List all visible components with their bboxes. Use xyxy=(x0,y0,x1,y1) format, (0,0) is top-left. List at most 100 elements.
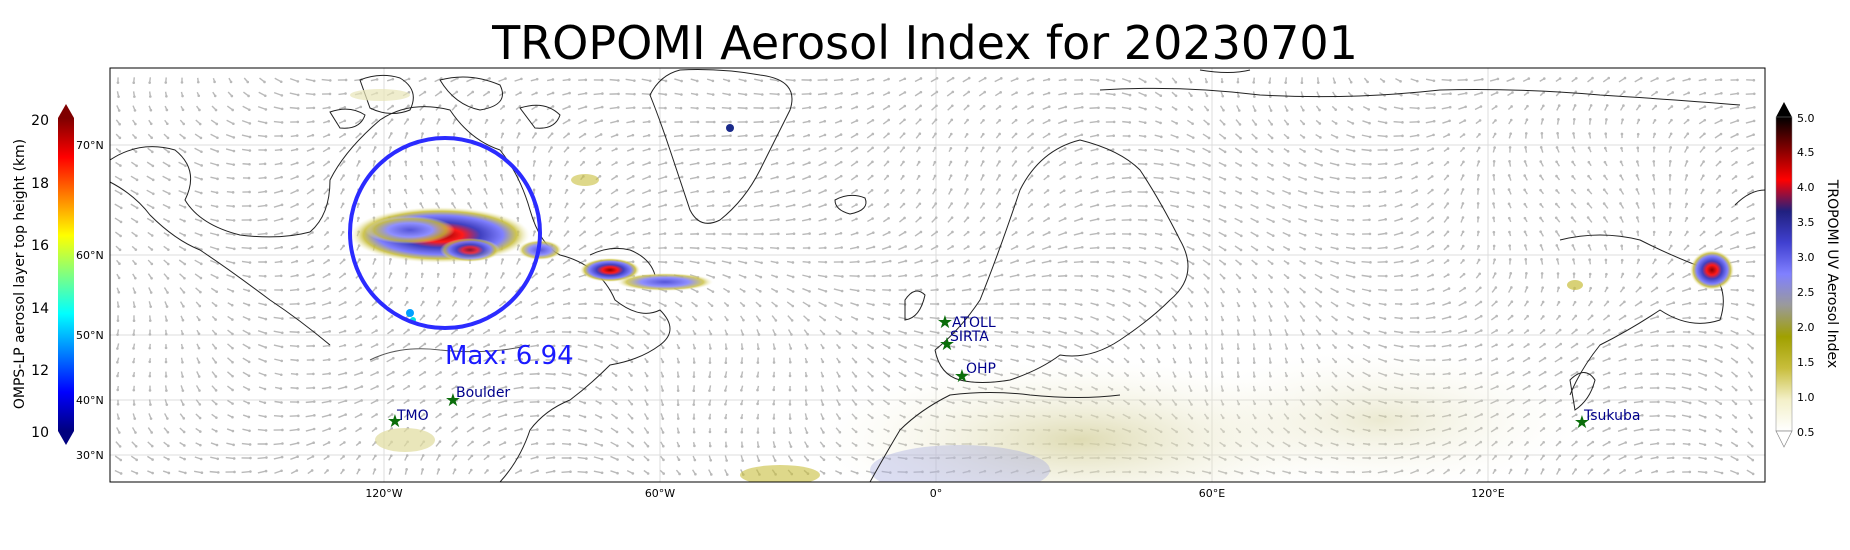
wind-arrow xyxy=(529,373,539,375)
wind-arrow-head xyxy=(1720,105,1723,109)
wind-arrow-head xyxy=(1319,136,1322,139)
wind-arrow-head xyxy=(1095,175,1099,179)
wind-arrow-head xyxy=(839,119,843,123)
wind-arrow-head xyxy=(1603,146,1607,150)
wind-arrow-head xyxy=(1555,160,1558,164)
wind-arrow-head xyxy=(1368,218,1371,222)
wind-arrow-head xyxy=(1464,105,1467,109)
wind-arrow-head xyxy=(1624,343,1627,346)
wind-arrow-head xyxy=(904,288,907,292)
wind-arrow-head xyxy=(1703,91,1707,95)
wind-arrow-head xyxy=(788,403,792,406)
wind-arrow-head xyxy=(777,106,780,110)
wind-arrow-head xyxy=(1144,162,1148,166)
wind-arrow xyxy=(273,204,283,208)
wind-arrow-head xyxy=(1191,262,1195,266)
wind-arrow-head xyxy=(116,333,119,336)
wind-arrow-head xyxy=(792,218,796,221)
wind-arrow-head xyxy=(584,316,588,320)
wind-arrow-head xyxy=(1619,230,1623,233)
wind-arrow-head xyxy=(1607,76,1611,80)
wind-arrow-head xyxy=(600,105,604,109)
wind-arrow-head xyxy=(599,202,602,206)
wind-arrow-head xyxy=(773,347,776,350)
wind-arrow-head xyxy=(552,344,556,348)
wind-arrow-head xyxy=(1735,303,1739,306)
wind-arrow-head xyxy=(167,164,171,168)
wind-arrow-head xyxy=(1432,79,1436,83)
wind-arrow-head xyxy=(632,203,635,206)
wind-arrow-head xyxy=(566,216,569,219)
wind-arrow-head xyxy=(1571,230,1574,233)
wind-arrow-head xyxy=(1573,104,1577,107)
wind-arrow-head xyxy=(359,315,362,318)
wind-arrow-head xyxy=(467,160,471,163)
wind-arrow-head xyxy=(1640,343,1643,347)
wind-arrow-head xyxy=(232,247,236,251)
wind-arrow-head xyxy=(1571,188,1574,192)
wind-arrow-head xyxy=(1223,177,1227,181)
wind-arrow xyxy=(1697,358,1707,362)
wind-arrow-head xyxy=(950,188,953,191)
wind-arrow xyxy=(225,133,235,139)
wind-arrow-head xyxy=(214,332,217,336)
wind-arrow-head xyxy=(856,245,860,249)
wind-arrow-head xyxy=(1554,216,1558,220)
wind-arrow-head xyxy=(1433,330,1436,333)
wind-arrow-head xyxy=(855,160,859,164)
wind-arrow-head xyxy=(757,333,761,336)
wind-arrow-head xyxy=(903,104,907,108)
wind-arrow xyxy=(577,92,587,96)
wind-arrow-head xyxy=(264,360,267,363)
wind-arrow-head xyxy=(1144,275,1147,279)
wind-arrow-head xyxy=(1571,244,1575,247)
wind-arrow xyxy=(929,316,939,320)
wind-arrow-head xyxy=(807,246,811,250)
wind-arrow-head xyxy=(680,161,684,165)
wind-arrow-head xyxy=(838,346,841,349)
wind-arrow-head xyxy=(1523,230,1527,234)
wind-arrow-head xyxy=(775,148,779,151)
wind-arrow-head xyxy=(951,273,955,277)
wind-arrow xyxy=(1073,92,1083,96)
wind-arrow-head xyxy=(1476,216,1480,219)
wind-arrow xyxy=(1441,93,1451,95)
wind-arrow-head xyxy=(214,318,217,321)
wind-arrow-head xyxy=(1575,399,1578,402)
wind-arrow-head xyxy=(1602,188,1606,192)
wind-arrow-head xyxy=(1752,217,1755,220)
wind-arrow-head xyxy=(248,275,251,278)
wind-arrow-head xyxy=(182,305,185,308)
wind-arrow-head xyxy=(1431,216,1434,220)
wind-arrow-head xyxy=(1656,329,1659,333)
wind-arrow-head xyxy=(265,218,268,221)
wind-arrow-head xyxy=(216,233,220,237)
wind-arrow-head xyxy=(633,79,636,82)
wind-arrow-head xyxy=(1736,231,1739,234)
wind-arrow-head xyxy=(615,360,618,364)
wind-arrow-head xyxy=(825,78,828,82)
wind-arrow-head xyxy=(854,332,858,335)
wind-arrow-head xyxy=(1236,361,1240,364)
wind-arrow-head xyxy=(197,361,201,364)
wind-arrow-head xyxy=(327,160,331,164)
wind-arrow-head xyxy=(1128,176,1132,179)
wind-arrow xyxy=(1009,288,1019,292)
wind-arrow-head xyxy=(1142,346,1146,350)
wind-arrow-head xyxy=(376,385,379,388)
wind-arrow-head xyxy=(311,216,314,220)
wind-arrow-head xyxy=(949,146,953,150)
wind-arrow-head xyxy=(504,371,507,375)
wind-arrow xyxy=(865,246,875,250)
wind-arrow-head xyxy=(343,329,347,333)
wind-arrow-head xyxy=(1447,287,1451,290)
wind-arrow-head xyxy=(1720,331,1723,335)
wind-arrow-head xyxy=(1571,146,1575,149)
wind-arrow-head xyxy=(1080,203,1083,206)
wind-arrow xyxy=(833,78,843,82)
wind-arrow xyxy=(641,301,651,307)
wind-arrow-head xyxy=(1253,304,1257,308)
wind-arrow xyxy=(929,330,939,334)
wind-arrow xyxy=(1441,344,1451,348)
wind-arrow xyxy=(209,147,219,153)
